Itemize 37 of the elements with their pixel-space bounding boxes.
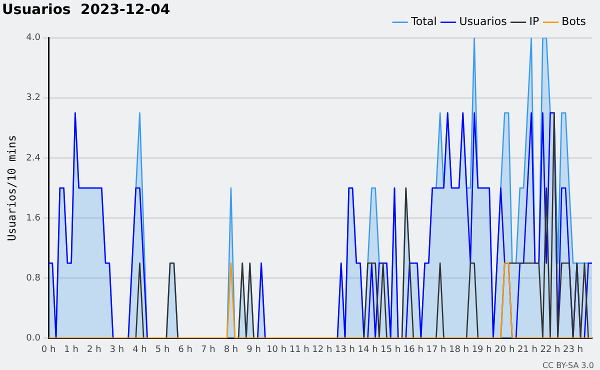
legend-label: IP bbox=[529, 15, 540, 28]
x-tick-label: 23 h bbox=[563, 344, 584, 355]
text: CC BY-SA 3.0 bbox=[542, 361, 594, 370]
x-tick-label: 16 h bbox=[403, 344, 424, 355]
x-tick-label: 18 h bbox=[449, 344, 470, 355]
x-tick-label: 12 h bbox=[312, 344, 332, 355]
x-tick-label: 15 h bbox=[380, 344, 401, 355]
legend-label: Usuarios bbox=[459, 15, 508, 28]
y-axis-title: Usuarios/10 mins bbox=[5, 135, 18, 241]
x-tick-label: 2 h bbox=[86, 344, 102, 355]
x-tick-label: 19 h bbox=[472, 344, 492, 355]
legend-label: Total bbox=[410, 15, 437, 28]
x-tick-label: 9 h bbox=[246, 344, 261, 355]
x-tick-label: 5 h bbox=[155, 344, 170, 355]
y-tick-label: 4.0 bbox=[26, 33, 41, 44]
x-tick-label: 3 h bbox=[110, 344, 124, 355]
x-tick-label: 22 h bbox=[540, 344, 560, 355]
x-tick-label: 6 h bbox=[178, 344, 192, 355]
x-tick-label: 0 h bbox=[41, 344, 56, 355]
x-tick-label: 14 h bbox=[358, 344, 378, 355]
x-tick-label: 11 h bbox=[289, 344, 310, 355]
y-tick-label: 3.2 bbox=[26, 93, 41, 104]
x-tick-label: 8 h bbox=[224, 344, 238, 355]
y-tick-label: 0.0 bbox=[26, 334, 41, 344]
x-tick-label: 21 h bbox=[517, 344, 538, 355]
x-tick-label: 1 h bbox=[64, 344, 78, 355]
y-tick-label: 0.8 bbox=[26, 273, 41, 284]
legend-label: Bots bbox=[562, 15, 586, 28]
x-tick-label: 13 h bbox=[334, 344, 356, 355]
y-tick-label: 1.6 bbox=[26, 213, 41, 224]
x-tick-label: 20 h bbox=[494, 344, 515, 355]
x-tick-label: 7 h bbox=[201, 344, 216, 355]
x-tick-label: 10 h bbox=[266, 344, 287, 355]
x-tick-label: 4 h bbox=[132, 344, 147, 355]
x-tick-label: 17 h bbox=[426, 344, 446, 355]
y-tick-label: 2.4 bbox=[26, 153, 41, 164]
chart-title: Usuarios 2023-12-04 bbox=[2, 2, 170, 18]
